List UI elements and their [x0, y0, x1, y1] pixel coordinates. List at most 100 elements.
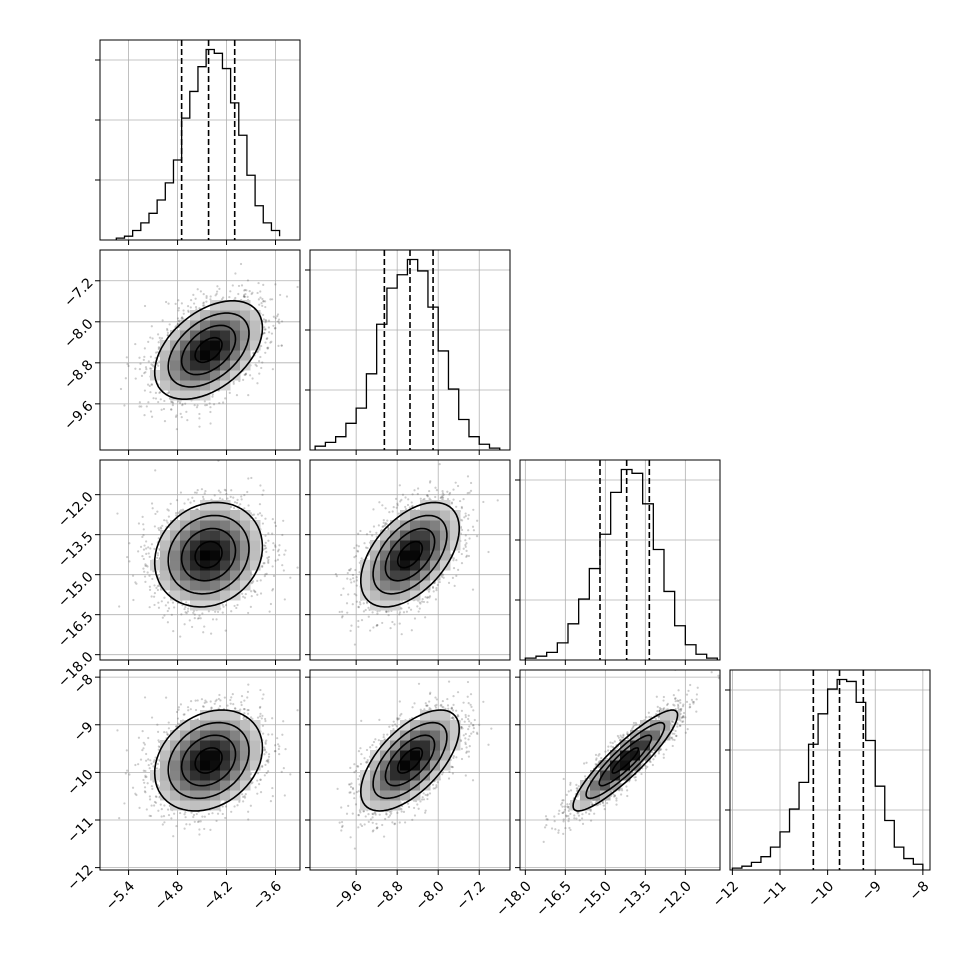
density-cell [220, 300, 231, 311]
scatter-point [350, 581, 353, 584]
density-cell [420, 550, 431, 561]
scatter-point [340, 610, 344, 613]
scatter-point [469, 489, 473, 492]
density-cell [200, 500, 211, 511]
scatter-point [214, 610, 217, 613]
scatter-point [183, 827, 186, 830]
scatter-point [271, 786, 274, 790]
scatter-point [424, 809, 427, 812]
density-cell [370, 570, 381, 581]
scatter-point [269, 602, 273, 606]
scatter-point [355, 544, 358, 547]
scatter-point [244, 373, 247, 376]
density-cell [450, 520, 461, 531]
density-cell [170, 730, 181, 741]
scatter-point [398, 611, 402, 614]
scatter-point [378, 501, 381, 504]
scatter-point [251, 377, 254, 380]
scatter-point [375, 624, 378, 627]
density-cell [380, 590, 391, 601]
scatter-point [340, 616, 344, 619]
y-tick-label: −15.0 [55, 569, 97, 611]
scatter-point [160, 807, 163, 811]
scatter-point [156, 762, 159, 766]
scatter-point [159, 803, 162, 806]
scatter-point [267, 539, 270, 542]
scatter-point [264, 305, 267, 309]
scatter-point [174, 415, 178, 418]
scatter-point [147, 736, 150, 740]
scatter-point [259, 778, 262, 781]
scatter-point [428, 481, 432, 484]
density-cell [200, 350, 211, 361]
scatter-point [347, 569, 351, 572]
scatter-point [166, 733, 169, 736]
scatter-point [179, 491, 183, 494]
histogram-bars [314, 258, 501, 450]
density-cell [220, 550, 231, 561]
scatter-point [271, 717, 274, 720]
scatter-point [284, 748, 287, 751]
density-cell [190, 340, 201, 351]
density-cell [180, 760, 191, 771]
density-cell [160, 770, 171, 781]
density-cell [170, 330, 181, 341]
scatter-point [171, 400, 174, 404]
scatter-point [357, 777, 360, 781]
density-cell [240, 750, 251, 761]
scatter-point [446, 490, 449, 493]
scatter-point [145, 540, 148, 543]
density-cell [160, 780, 171, 791]
scatter-point [204, 404, 207, 407]
scatter-point [182, 312, 185, 315]
scatter-point [257, 298, 260, 301]
density-cell [160, 580, 171, 591]
scatter-point [175, 428, 178, 431]
density-cell [180, 390, 191, 401]
density-cell [420, 500, 431, 511]
scatter-point [357, 605, 360, 608]
scatter-point [118, 817, 121, 820]
scatter-point [157, 346, 160, 349]
scatter-point [271, 518, 274, 521]
scatter-point [272, 324, 275, 327]
scatter-point [160, 600, 163, 603]
x-tick-label: −4.2 [201, 878, 236, 913]
scatter-point [441, 496, 444, 499]
density-cell [200, 320, 211, 331]
density-cell [210, 550, 221, 561]
scatter-point [269, 341, 272, 344]
density-cell [220, 760, 231, 771]
scatter-point [167, 509, 170, 512]
scatter-point [388, 511, 391, 514]
density-cell [240, 740, 251, 751]
contour-line [153, 709, 264, 812]
density-cell [240, 350, 251, 361]
scatter-point [124, 772, 127, 775]
histogram-panel-3 [515, 459, 721, 665]
scatter-point [278, 544, 281, 547]
scatter-point [261, 764, 264, 768]
scatter-point [142, 741, 145, 744]
scatter-point [413, 489, 416, 492]
scatter-point [143, 781, 146, 784]
density-cell [430, 500, 441, 511]
scatter-point [143, 544, 146, 547]
scatter-point [274, 749, 277, 753]
scatter-point [411, 504, 414, 508]
scatter-point [304, 307, 306, 309]
scatter-point [441, 490, 444, 493]
scatter-point [470, 721, 473, 725]
scatter-point [263, 544, 266, 547]
density-cell [400, 540, 411, 551]
scatter-point [144, 769, 147, 773]
scatter-point [147, 401, 150, 404]
scatter-point [215, 698, 218, 701]
scatter-point [152, 804, 156, 807]
scatter-point [143, 696, 147, 699]
scatter-point [409, 608, 413, 611]
scatter-point [335, 575, 338, 578]
scatter-point [195, 308, 198, 311]
density-cell [170, 780, 181, 791]
